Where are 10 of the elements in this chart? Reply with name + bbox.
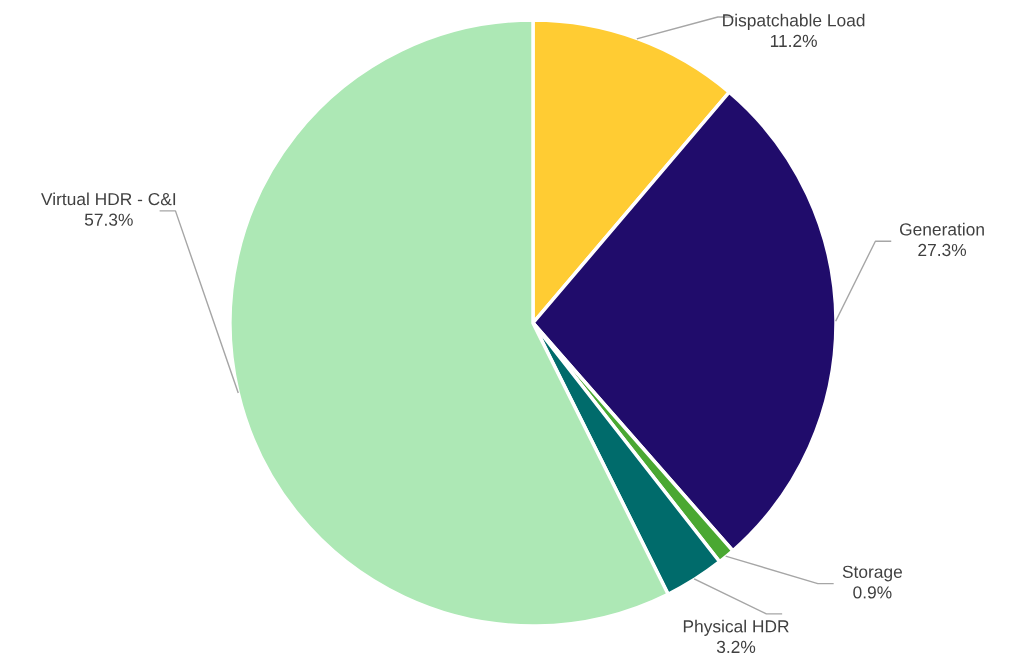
slice-label: Virtual HDR - C&I (41, 192, 176, 206)
data-label: 3.2% (716, 640, 756, 654)
data-label: 57.3% (84, 213, 133, 226)
slice-label: Storage (842, 565, 902, 582)
data-label: 0.9% (853, 586, 892, 599)
slice-label: Generation (899, 222, 984, 236)
slice-label: Dispatchable Load (723, 13, 865, 30)
data-label: 11.2% (770, 34, 817, 48)
slice-label: Physical HDR (683, 619, 789, 636)
data-label: 27.3% (918, 243, 967, 257)
